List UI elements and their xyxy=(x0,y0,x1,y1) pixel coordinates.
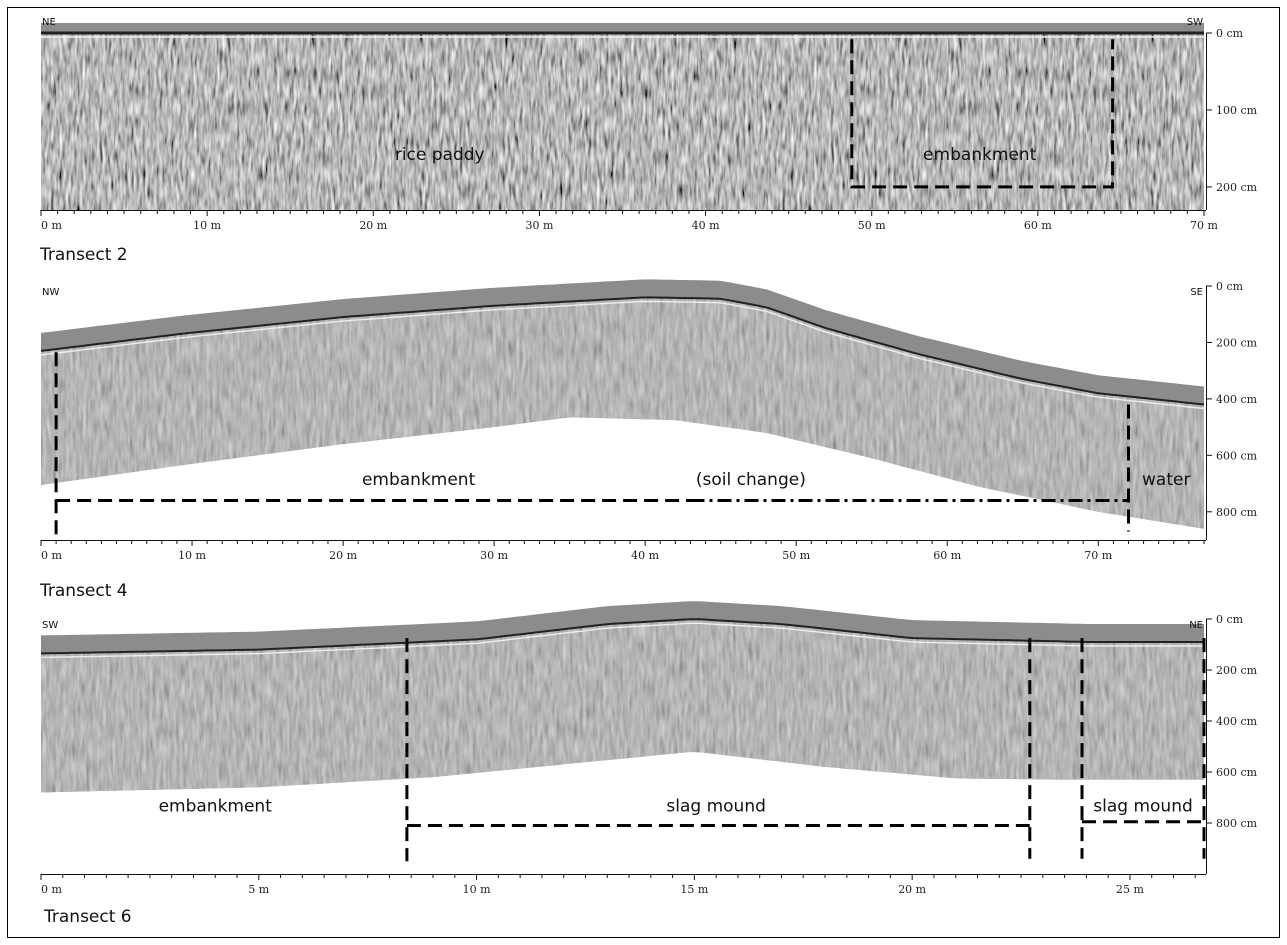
y-tick-label: 200 cm xyxy=(1216,181,1258,194)
x-tick-label: 60 m xyxy=(1024,219,1052,232)
surface-air-band xyxy=(41,279,1204,405)
x-tick-label: 0 m xyxy=(41,883,62,896)
x-tick-label: 70 m xyxy=(1190,219,1218,232)
direction-label-right: SW xyxy=(1187,17,1203,28)
direction-label-right: NE xyxy=(1189,620,1203,631)
x-tick-label: 15 m xyxy=(680,883,708,896)
x-tick-label: 0 m xyxy=(41,219,62,232)
y-tick-label: 0 cm xyxy=(1216,613,1244,626)
direction-label-left: NE xyxy=(42,17,56,28)
y-tick-label: 400 cm xyxy=(1216,715,1258,728)
x-tick-label: 20 m xyxy=(359,219,387,232)
y-tick-label: 400 cm xyxy=(1216,393,1258,406)
surface-air-band xyxy=(41,23,1204,33)
y-tick-label: 800 cm xyxy=(1216,817,1258,830)
x-tick-label: 10 m xyxy=(178,549,206,562)
direction-label-left: SW xyxy=(42,620,58,631)
x-tick-label: 60 m xyxy=(933,549,961,562)
x-tick-label: 30 m xyxy=(525,219,553,232)
y-tick-label: 200 cm xyxy=(1216,664,1258,677)
direction-label-left: NW xyxy=(42,287,59,298)
transect-title: Transect 2 xyxy=(39,245,128,265)
y-tick-label: 100 cm xyxy=(1216,104,1258,117)
annotation-label: rice paddy xyxy=(395,145,485,165)
y-tick-label: 800 cm xyxy=(1216,506,1258,519)
annotation-label: embankment xyxy=(159,797,273,817)
annotation-label: embankment xyxy=(362,470,476,490)
annotation-label: water xyxy=(1142,470,1190,490)
x-tick-label: 5 m xyxy=(248,883,269,896)
annotation-label: embankment xyxy=(923,145,1037,165)
x-tick-label: 20 m xyxy=(898,883,926,896)
transect-panel-1: 0 m 10 m 20 m 30 m 40 m 50 m 60 m 70 m 0 cm 100 c… xyxy=(39,17,1258,265)
x-tick-label: 10 m xyxy=(463,883,491,896)
y-tick-label: 600 cm xyxy=(1216,449,1258,462)
y-tick-label: 0 cm xyxy=(1216,27,1244,40)
surface-reflector xyxy=(40,296,1205,406)
annotation-label: slag mound xyxy=(666,797,766,817)
surface-reflector-light xyxy=(40,622,1204,659)
x-tick-label: 40 m xyxy=(631,549,659,562)
x-tick-label: 25 m xyxy=(1116,883,1144,896)
transect-title: Transect 6 xyxy=(43,907,132,927)
x-tick-label: 50 m xyxy=(782,549,810,562)
radargram-image xyxy=(41,33,1204,210)
x-tick-label: 70 m xyxy=(1084,549,1112,562)
y-tick-label: 200 cm xyxy=(1216,336,1258,349)
annotation-label: slag mound xyxy=(1093,797,1193,817)
x-tick-label: 20 m xyxy=(329,549,357,562)
x-tick-label: 40 m xyxy=(692,219,720,232)
x-tick-label: 30 m xyxy=(480,549,508,562)
surface-air-band xyxy=(41,601,1204,654)
x-tick-label: 0 m xyxy=(41,549,62,562)
surface-reflector-light xyxy=(40,300,1205,410)
transect-title: Transect 4 xyxy=(39,581,128,601)
annotation-label: (soil change) xyxy=(696,470,806,490)
surface-reflector xyxy=(40,618,1204,655)
y-tick-label: 600 cm xyxy=(1216,766,1258,779)
radargram-texture xyxy=(41,33,1204,210)
x-tick-label: 10 m xyxy=(193,219,221,232)
x-tick-label: 50 m xyxy=(858,219,886,232)
direction-label-right: SE xyxy=(1190,287,1203,298)
boundary-line xyxy=(850,39,1115,189)
y-tick-label: 0 cm xyxy=(1216,280,1244,293)
